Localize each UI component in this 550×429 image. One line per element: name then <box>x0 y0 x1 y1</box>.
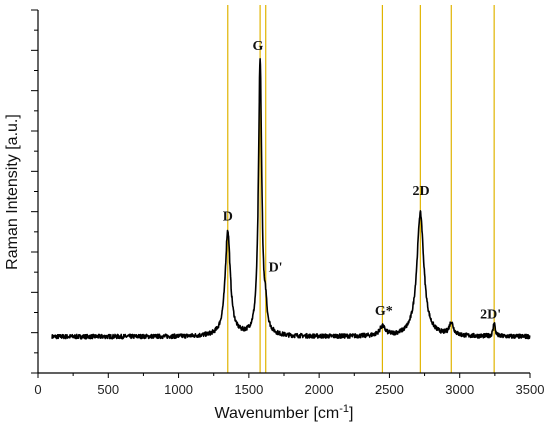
x-axis-title: Wavenumber [cm-1] <box>214 403 353 422</box>
x-tick-label-2500: 2500 <box>375 382 404 397</box>
peak-label: 2D <box>412 184 429 199</box>
peak-label: G <box>253 39 264 54</box>
peak-label: 2D' <box>480 308 501 323</box>
peak-label: D <box>223 210 233 225</box>
x-axis-ticks: 0 500 1000 1500 2000 2500 3000 3500 <box>34 373 544 397</box>
x-tick-label-3500: 3500 <box>516 382 545 397</box>
x-tick-label-3000: 3000 <box>445 382 474 397</box>
x-tick-label-1500: 1500 <box>234 382 263 397</box>
x-tick-label-1000: 1000 <box>164 382 193 397</box>
y-axis-title: Raman Intensity [a.u.] <box>4 114 21 270</box>
spectrum-line <box>51 58 531 340</box>
peak-labels: D G D' G* 2D 2D' <box>223 39 501 323</box>
peak-label: D' <box>269 260 283 275</box>
x-tick-label-0: 0 <box>34 382 41 397</box>
y-axis-ticks <box>31 9 38 374</box>
x-tick-label-2000: 2000 <box>305 382 334 397</box>
peak-label: G* <box>375 304 393 319</box>
x-tick-label-500: 500 <box>97 382 119 397</box>
